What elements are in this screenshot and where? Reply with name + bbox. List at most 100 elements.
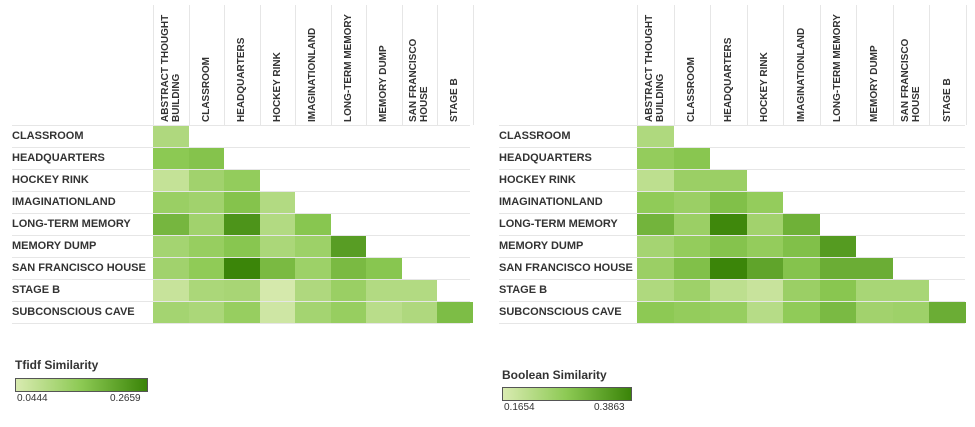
heatmap-cell	[893, 280, 929, 301]
column-label: MEMORY DUMP	[869, 45, 880, 122]
heatmap-cell	[224, 302, 260, 323]
column-gridline	[637, 5, 638, 125]
boolean-heatmap-panel: ABSTRACT THOUGHT BUILDING CLASSROOM HEADQUA…	[487, 0, 975, 427]
heatmap-cell	[295, 214, 331, 235]
row-gridline	[12, 147, 470, 148]
heatmap-cell	[637, 258, 674, 279]
column-label-text: ABSTRACT THOUGHT	[644, 14, 655, 122]
heatmap-cell	[331, 280, 366, 301]
heatmap-cell	[637, 214, 674, 235]
row-gridline	[12, 279, 470, 280]
heatmap-cell	[637, 280, 674, 301]
heatmap-cell	[710, 236, 747, 257]
heatmap-cell	[820, 280, 856, 301]
heatmap-cell	[153, 170, 189, 191]
heatmap-cell	[893, 302, 929, 323]
heatmap-cell	[224, 280, 260, 301]
row-gridline	[499, 279, 965, 280]
heatmap-cell	[260, 214, 295, 235]
heatmap-cell	[637, 148, 674, 169]
legend-min-label: 0.0444	[17, 393, 48, 404]
column-gridline	[260, 5, 261, 125]
heatmap-cell	[189, 302, 224, 323]
column-label: CLASSROOM	[686, 57, 697, 122]
heatmap-cell	[783, 214, 820, 235]
column-gridline	[153, 5, 154, 125]
row-gridline	[12, 323, 470, 324]
row-label: SUBCONSCIOUS CAVE	[499, 306, 622, 318]
heatmap-cell	[224, 192, 260, 213]
column-label-text: MEMORY DUMP	[378, 45, 389, 122]
legend-title: Tfidf Similarity	[15, 358, 99, 372]
column-label: LONG-TERM MEMORY	[343, 14, 354, 122]
row-gridline	[499, 191, 965, 192]
heatmap-cell	[153, 192, 189, 213]
heatmap-cell	[637, 126, 674, 147]
heatmap-cell	[710, 258, 747, 279]
heatmap-cell	[674, 148, 710, 169]
column-gridline	[893, 5, 894, 125]
heatmap-cell	[189, 236, 224, 257]
row-gridline	[499, 147, 965, 148]
column-gridline	[783, 5, 784, 125]
heatmap-cell	[402, 280, 437, 301]
column-label-text: STAGE B	[942, 78, 953, 122]
column-gridline	[331, 5, 332, 125]
column-gridline	[189, 5, 190, 125]
row-label: IMAGINATIONLAND	[499, 196, 603, 208]
row-label: SAN FRANCISCO HOUSE	[499, 262, 633, 274]
column-label-text: HOCKEY RINK	[759, 52, 770, 122]
heatmap-cell	[783, 302, 820, 323]
heatmap-cell	[260, 280, 295, 301]
row-gridline	[12, 213, 470, 214]
column-label-text: HOUSE	[911, 86, 922, 122]
row-label: IMAGINATIONLAND	[12, 196, 116, 208]
heatmap-cell	[331, 236, 366, 257]
heatmap-cell	[637, 236, 674, 257]
heatmap-cell	[189, 258, 224, 279]
row-gridline	[499, 323, 965, 324]
heatmap-cell	[331, 302, 366, 323]
heatmap-cell	[674, 302, 710, 323]
column-label-text: IMAGINATIONLAND	[307, 27, 318, 122]
legend-max-label: 0.3863	[594, 402, 625, 413]
column-gridline	[820, 5, 821, 125]
column-label-text: CLASSROOM	[686, 57, 697, 122]
heatmap-cell	[929, 302, 966, 323]
column-label-text: MEMORY DUMP	[869, 45, 880, 122]
row-gridline	[12, 191, 470, 192]
column-label: MEMORY DUMP	[378, 45, 389, 122]
row-label: HOCKEY RINK	[12, 174, 89, 186]
column-gridline	[710, 5, 711, 125]
heatmap-cell	[674, 192, 710, 213]
row-label: HEADQUARTERS	[499, 152, 592, 164]
column-gridline	[674, 5, 675, 125]
heatmap-cell	[783, 258, 820, 279]
heatmap-cell	[710, 192, 747, 213]
row-gridline	[499, 235, 965, 236]
column-label-text: LONG-TERM MEMORY	[343, 14, 354, 122]
tfidf-heatmap-panel: ABSTRACT THOUGHT BUILDING CLASSROOM HEADQUA…	[0, 0, 487, 427]
row-gridline	[499, 125, 965, 126]
column-label: HOCKEY RINK	[759, 52, 770, 122]
heatmap-cell	[260, 258, 295, 279]
row-label: CLASSROOM	[499, 130, 571, 142]
heatmap-cell	[224, 258, 260, 279]
legend-title: Boolean Similarity	[502, 368, 607, 382]
row-label: MEMORY DUMP	[12, 240, 97, 252]
legend-gradient-bar	[502, 387, 632, 401]
heatmap-cell	[189, 280, 224, 301]
column-gridline	[747, 5, 748, 125]
heatmap-cell	[153, 302, 189, 323]
heatmap-cell	[260, 302, 295, 323]
column-label: STAGE B	[449, 78, 460, 122]
row-gridline	[12, 301, 470, 302]
column-label-text: CLASSROOM	[201, 57, 212, 122]
heatmap-cell	[366, 258, 402, 279]
heatmap-cell	[189, 148, 224, 169]
heatmap-cell	[856, 258, 893, 279]
heatmap-cell	[366, 302, 402, 323]
heatmap-cell	[674, 236, 710, 257]
column-gridline	[966, 5, 967, 125]
heatmap-cell	[153, 258, 189, 279]
